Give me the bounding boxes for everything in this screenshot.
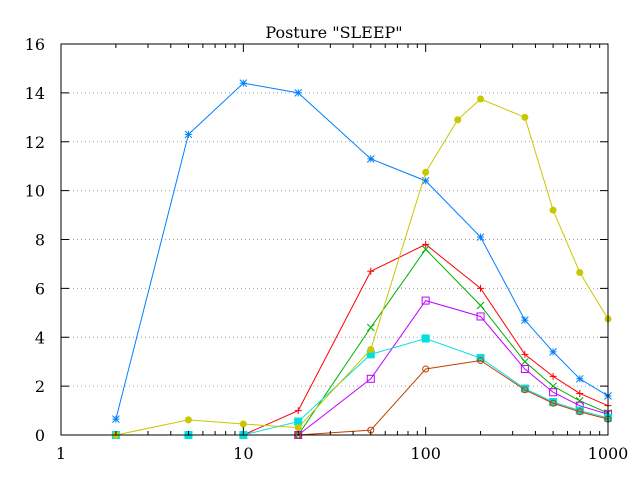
data-point	[366, 374, 375, 383]
data-point	[367, 345, 375, 353]
data-point	[476, 233, 485, 241]
data-point	[421, 334, 430, 343]
data-point	[476, 312, 485, 321]
data-point	[239, 79, 248, 87]
y-tick-label: 2	[35, 377, 45, 396]
series-line	[297, 300, 609, 436]
data-point	[422, 365, 430, 373]
series-7	[112, 95, 612, 439]
chart-title: Posture "SLEEP"	[265, 23, 402, 42]
data-point	[294, 424, 302, 432]
data-point	[422, 240, 430, 248]
x-tick-label: 1	[56, 444, 66, 463]
data-point	[294, 89, 303, 97]
data-point	[520, 384, 529, 393]
data-point	[521, 316, 529, 324]
y-tick-label: 10	[25, 182, 45, 201]
data-point	[477, 284, 485, 292]
data-point	[477, 95, 485, 103]
x-tick-label: 1000	[588, 444, 629, 463]
data-point	[476, 301, 485, 310]
x-tick-label: 100	[410, 444, 441, 463]
data-point	[521, 386, 529, 394]
series-3	[112, 79, 612, 423]
data-point	[421, 245, 430, 254]
y-tick-label: 0	[35, 426, 45, 445]
y-tick-label: 8	[35, 231, 45, 250]
data-point	[184, 130, 193, 139]
data-point	[239, 420, 247, 428]
data-point	[184, 416, 192, 424]
data-point	[549, 372, 557, 380]
series-line	[115, 98, 609, 436]
x-tick-label: 10	[233, 444, 253, 463]
data-point	[477, 356, 485, 364]
data-point	[476, 354, 485, 363]
data-point	[422, 168, 430, 176]
data-point	[366, 155, 375, 163]
data-point	[576, 268, 584, 276]
axes: 0 2 4 6 8 10 12 14 16 1 10 100 1000	[25, 35, 629, 463]
y-tick-label: 14	[25, 84, 45, 103]
data-point	[549, 206, 557, 214]
data-point	[549, 388, 558, 397]
data-point	[294, 407, 302, 415]
data-point	[421, 296, 430, 305]
y-tick-label: 4	[35, 328, 45, 347]
data-point	[521, 113, 529, 121]
y-tick-label: 6	[35, 279, 45, 298]
data-point	[366, 323, 375, 332]
y-tick-label: 12	[25, 133, 45, 152]
data-point	[576, 389, 584, 397]
data-point	[549, 399, 557, 407]
data-point	[421, 176, 430, 185]
data-point	[521, 350, 529, 358]
data-point	[367, 267, 375, 275]
series-line	[298, 359, 609, 436]
data-point	[520, 365, 529, 374]
data-point	[576, 408, 584, 416]
y-tick-label: 16	[25, 35, 45, 54]
data-point	[575, 396, 584, 405]
data-point	[575, 374, 584, 383]
data-point	[549, 348, 557, 356]
data-point	[112, 415, 120, 423]
data-point	[294, 417, 303, 426]
data-point	[521, 357, 529, 366]
series-6	[294, 356, 612, 439]
data-point	[454, 116, 462, 124]
